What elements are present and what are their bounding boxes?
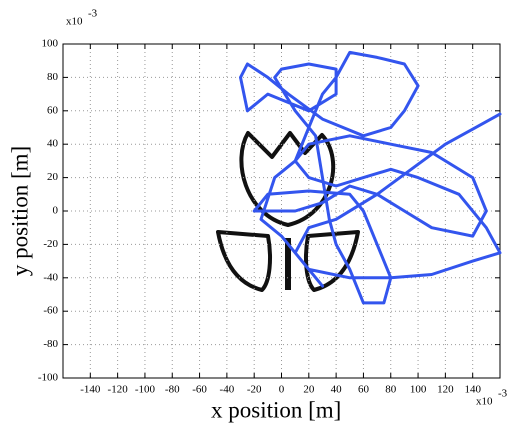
y-multiplier: x10 [66, 16, 83, 28]
x-tick-label: 100 [410, 384, 427, 396]
y-multiplier-exponent: -3 [88, 8, 98, 20]
plot-frame [62, 43, 501, 379]
x-tick-label: 20 [303, 384, 315, 396]
y-tick-label: -100 [38, 372, 59, 384]
y-tick-label: 80 [47, 71, 59, 83]
x-multiplier: x10 [476, 396, 493, 408]
x-tick-label: -40 [220, 384, 235, 396]
tulip-right-leaf [304, 230, 360, 292]
y-tick-label: 100 [42, 38, 59, 50]
y-tick-label: -80 [43, 338, 58, 350]
y-tick-label: -60 [43, 305, 58, 317]
y-tick-label: 60 [47, 104, 59, 116]
x-tick-label: -80 [165, 384, 180, 396]
x-tick-label: 40 [331, 384, 343, 396]
x-tick-label: 0 [279, 384, 285, 396]
x-tick-label: -20 [247, 384, 262, 396]
tulip-cup [239, 131, 336, 227]
x-tick-label: -120 [108, 384, 129, 396]
x-axis-label: x position [m] [211, 397, 341, 422]
tulip-drawing [216, 131, 360, 292]
y-tick-label: 20 [47, 171, 59, 183]
tulip-left-leaf [216, 230, 272, 292]
y-axis-label: y position [m] [7, 146, 32, 276]
x-tick-label: 60 [358, 384, 370, 396]
trajectory [239, 50, 502, 305]
x-tick-label: 140 [464, 384, 481, 396]
x-tick-label: -60 [192, 384, 207, 396]
y-tick-label: -20 [43, 238, 58, 250]
x-tick-label: -140 [80, 384, 101, 396]
y-tick-label: 40 [47, 138, 59, 150]
y-tick-label: 0 [53, 205, 59, 217]
y-tick-label: -40 [43, 271, 58, 283]
x-tick-label: -100 [135, 384, 156, 396]
x-tick-label: 120 [437, 384, 454, 396]
x-multiplier-exponent: -3 [498, 388, 508, 400]
x-tick-label: 80 [385, 384, 397, 396]
